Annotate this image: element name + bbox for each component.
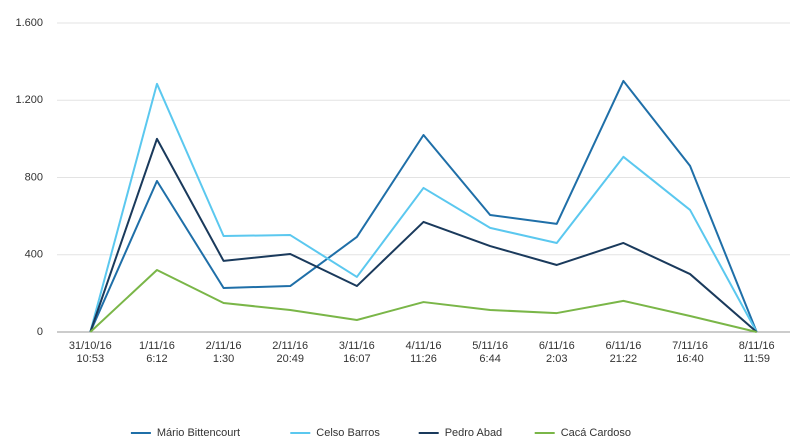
x-tick-label: 6:44 [479, 353, 500, 365]
x-tick-label: 31/10/16 [69, 340, 112, 352]
legend-label: Pedro Abad [445, 427, 503, 439]
x-tick-label: 3/11/16 [339, 340, 375, 352]
x-tick-label: 21:22 [610, 353, 638, 365]
x-tick-label: 11:59 [743, 353, 770, 365]
x-tick-label: 2/11/16 [206, 340, 242, 352]
x-tick-label: 8/11/16 [739, 340, 775, 352]
legend-label: Mário Bittencourt [157, 427, 240, 439]
legend-label: Cacá Cardoso [561, 427, 631, 439]
y-tick-label: 800 [25, 171, 43, 183]
y-tick-label: 1.600 [15, 17, 43, 29]
x-tick-label: 6/11/16 [539, 340, 575, 352]
series-line [89, 137, 758, 333]
y-tick-label: 0 [37, 326, 43, 338]
x-tick-label: 1:30 [213, 353, 234, 365]
x-tick-label: 7/11/16 [672, 340, 708, 352]
x-tick-label: 2/11/16 [272, 340, 308, 352]
x-tick-label: 1/11/16 [139, 340, 175, 352]
x-tick-label: 11:26 [410, 353, 437, 365]
x-tick-label: 20:49 [276, 353, 304, 365]
x-tick-label: 6/11/16 [605, 340, 641, 352]
y-tick-label: 1.200 [15, 94, 43, 106]
legend-label: Celso Barros [316, 427, 380, 439]
x-tick-label: 4/11/16 [406, 340, 442, 352]
series-line [89, 79, 758, 333]
x-tick-label: 16:40 [676, 353, 704, 365]
series-line [89, 269, 757, 333]
x-tick-label: 6:12 [146, 353, 167, 365]
y-tick-label: 400 [25, 249, 43, 261]
x-tick-label: 16:07 [343, 353, 371, 365]
x-tick-label: 10:53 [77, 353, 105, 365]
series-line [89, 82, 758, 333]
x-tick-label: 2:03 [546, 353, 567, 365]
x-tick-label: 5/11/16 [472, 340, 508, 352]
